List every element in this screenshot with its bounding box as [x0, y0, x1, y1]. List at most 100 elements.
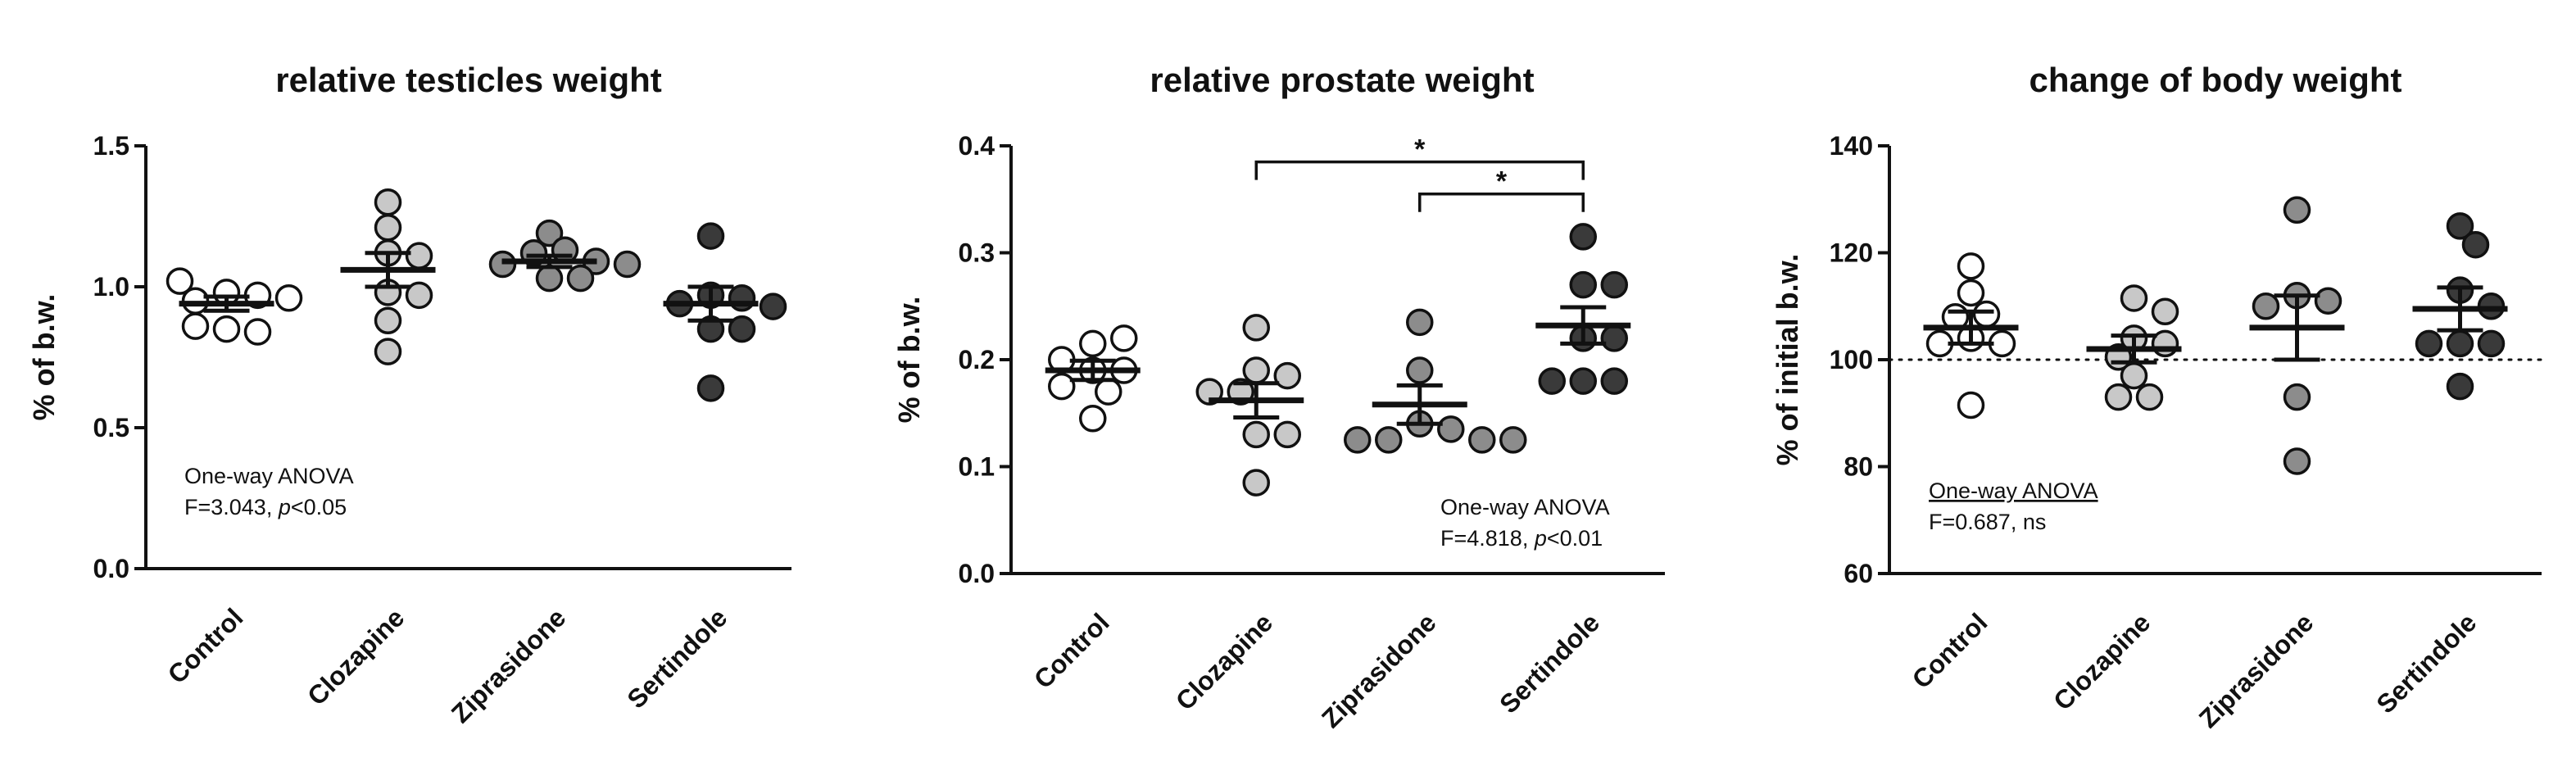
- data-point: [1079, 329, 1107, 358]
- data-point: [405, 242, 433, 270]
- chart-title: relative prostate weight: [1150, 61, 1534, 99]
- data-point: [1375, 426, 1403, 454]
- stats-f-value: F=3.043,: [184, 495, 279, 519]
- chart-title: change of body weight: [2029, 61, 2401, 99]
- x-tick-label: Clozapine: [2048, 607, 2156, 715]
- y-tick-label: 0.1: [959, 452, 995, 482]
- data-point: [1406, 308, 1434, 337]
- data-point: [613, 250, 642, 279]
- y-tick-label: 140: [1830, 131, 1873, 161]
- data-point: [759, 292, 787, 320]
- y-tick-label: 60: [1844, 559, 1873, 588]
- data-point: [1972, 300, 2001, 329]
- y-tick-label: 0.3: [959, 238, 995, 268]
- data-point: [2477, 329, 2506, 358]
- x-tick-label: Clozapine: [302, 602, 410, 710]
- panel-body-weight: change of body weight % of initial b.w. 60…: [1717, 0, 2576, 780]
- stats-test-name: One-way ANOVA: [1440, 495, 1610, 519]
- data-point: [2283, 383, 2311, 411]
- data-point: [1569, 223, 1597, 251]
- data-point: [1273, 420, 1301, 449]
- data-point: [374, 188, 402, 216]
- stats-result: F=3.043, p<0.05: [184, 495, 347, 519]
- data-point: [1437, 415, 1465, 443]
- data-point: [2415, 329, 2443, 358]
- chart-prostate: relative prostate weight % of b.w. 0.0 0.1 0…: [892, 61, 1665, 733]
- x-tick-label: Clozapine: [1170, 607, 1278, 715]
- y-tick-label: 0.5: [93, 413, 129, 442]
- data-point: [1242, 356, 1270, 384]
- data-point: [2446, 212, 2474, 240]
- x-tick-label: Control: [162, 602, 249, 689]
- data-point: [566, 264, 595, 292]
- data-point: [1600, 324, 1628, 352]
- x-tick-label: Sertindole: [2370, 607, 2482, 719]
- chart-body-weight: change of body weight % of initial b.w. 60…: [1771, 61, 2543, 733]
- x-tick-label: Control: [1028, 607, 1115, 694]
- y-tick-label: 1.0: [93, 272, 129, 302]
- data-point: [1273, 361, 1301, 390]
- chart-title: relative testicles weight: [275, 61, 662, 99]
- data-point: [1406, 356, 1434, 384]
- data-point: [2135, 383, 2164, 411]
- data-point: [243, 318, 272, 346]
- y-axis-label: % of initial b.w.: [1771, 254, 1804, 466]
- data-point: [374, 214, 402, 242]
- data-point: [1048, 372, 1076, 401]
- stats-result: F=0.687, ns: [1929, 510, 2046, 534]
- significance-bracket: [1418, 192, 1585, 212]
- y-tick-label: 80: [1844, 452, 1873, 482]
- data-point: [374, 338, 402, 365]
- data-point: [2252, 292, 2280, 320]
- data-point: [1957, 279, 1985, 307]
- stats-f-value: F=0.687, ns: [1929, 510, 2046, 534]
- data-point: [2314, 287, 2342, 315]
- y-tick-label: 0.0: [959, 559, 995, 588]
- data-point: [1079, 405, 1107, 433]
- data-point: [2446, 329, 2474, 358]
- stats-p-symbol: p: [278, 495, 291, 519]
- stats-p-symbol: p: [1534, 526, 1547, 551]
- stats-p-value: <0.05: [291, 495, 347, 519]
- data-point: [274, 284, 303, 312]
- stats-p-value: <0.01: [1547, 526, 1603, 551]
- stats-f-value: F=4.818,: [1440, 526, 1535, 551]
- data-point: [1344, 426, 1372, 454]
- data-point: [181, 312, 210, 340]
- y-axis-label: % of b.w.: [892, 297, 926, 424]
- x-tick-label: Ziprasidone: [1316, 607, 1442, 733]
- panel-prostate: relative prostate weight % of b.w. 0.0 0.1 0…: [859, 0, 1717, 780]
- significance-label: *: [1414, 134, 1426, 166]
- data-point: [212, 315, 241, 343]
- data-point: [696, 374, 725, 402]
- data-point: [1242, 469, 1270, 497]
- data-point: [166, 267, 194, 295]
- data-point: [2446, 372, 2474, 401]
- stats-test-name: One-way ANOVA: [184, 464, 354, 488]
- data-point: [1569, 270, 1597, 299]
- data-point: [1095, 378, 1122, 406]
- data-point: [1569, 367, 1597, 395]
- panel-testicles: relative testicles weight % of b.w. 0.0 0.5…: [0, 0, 859, 780]
- data-point: [1242, 314, 1270, 342]
- x-tick-label: Control: [1907, 607, 1993, 694]
- y-tick-label: 0.2: [959, 345, 995, 374]
- stats-result: F=4.818, p<0.01: [1440, 526, 1603, 551]
- y-tick-label: 0.0: [93, 554, 129, 583]
- data-point: [1957, 252, 1985, 280]
- data-point: [696, 222, 725, 250]
- data-point: [1957, 391, 1985, 419]
- data-point: [2120, 361, 2148, 390]
- stats-test-name: One-way ANOVA: [1929, 478, 2098, 503]
- data-point: [1468, 426, 1496, 454]
- significance-bracket: [1254, 160, 1585, 180]
- x-tick-label: Sertindole: [621, 602, 732, 714]
- data-point: [1499, 426, 1527, 454]
- data-point: [2283, 196, 2311, 224]
- y-axis-label: % of b.w.: [27, 294, 61, 421]
- data-point: [535, 219, 564, 247]
- chart-testicles: relative testicles weight % of b.w. 0.0 0.5…: [27, 61, 791, 728]
- significance-label: *: [1496, 166, 1508, 197]
- data-point: [2120, 284, 2148, 312]
- data-point: [1600, 367, 1628, 395]
